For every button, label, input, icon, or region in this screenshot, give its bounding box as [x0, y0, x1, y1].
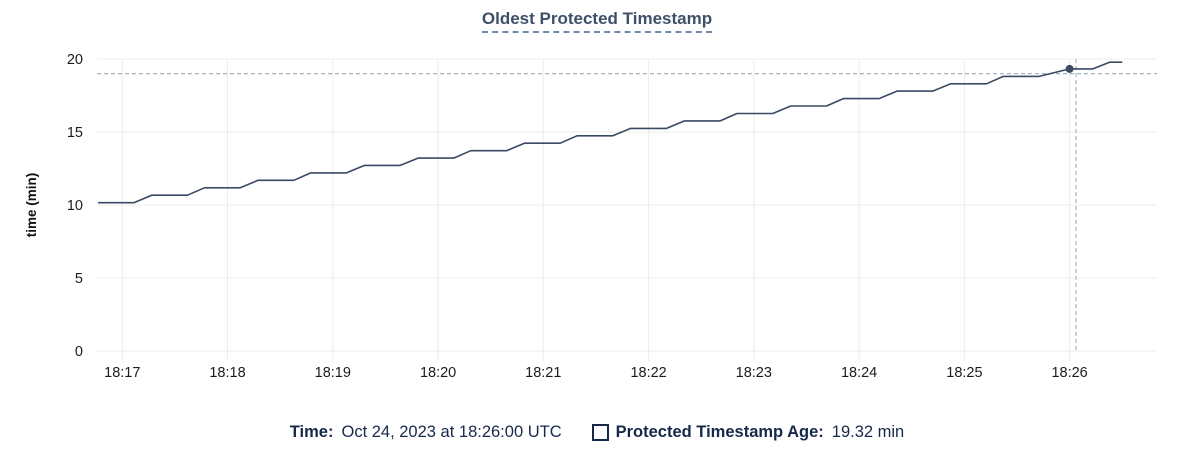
timeseries-chart: 18:17 18:18 18:19 18:20 18:21 18:22 18:23 18:24… — [24, 52, 1157, 381]
y-tick-label: 0 — [75, 344, 83, 360]
x-tick-label: 18:21 — [525, 365, 561, 381]
x-tick-label: 18:19 — [315, 365, 351, 381]
y-tick-label: 10 — [67, 198, 83, 214]
x-tick-label: 18:23 — [736, 365, 772, 381]
series-line — [98, 61, 1123, 204]
legend-item-protected-timestamp-age[interactable]: Protected Timestamp Age: 19.32 min — [591, 419, 905, 445]
gridlines — [97, 58, 1157, 361]
x-tick-label: 18:22 — [630, 365, 666, 381]
chart-header: Oldest Protected Timestamp — [0, 9, 1194, 33]
x-tick-label: 18:20 — [420, 365, 456, 381]
chart-title[interactable]: Oldest Protected Timestamp — [481, 9, 713, 33]
axis-labels: 18:17 18:18 18:19 18:20 18:21 18:22 18:23 18:24… — [24, 52, 1088, 381]
x-tick-label: 18:26 — [1051, 365, 1087, 381]
time-value: Oct 24, 2023 at 18:26:00 UTC — [341, 423, 562, 441]
x-tick-label: 18:18 — [209, 365, 245, 381]
y-axis-title: time (min) — [24, 173, 39, 238]
plot-hover-area[interactable] — [97, 59, 1157, 351]
series-value: 19.32 min — [831, 423, 905, 441]
y-tick-label: 20 — [67, 52, 83, 68]
x-tick-label: 18:17 — [104, 365, 140, 381]
y-tick-label: 15 — [67, 125, 83, 141]
time-label: Time: — [289, 423, 334, 441]
line-series — [98, 61, 1123, 204]
x-tick-label: 18:24 — [841, 365, 877, 381]
legend-swatch-icon — [591, 423, 609, 441]
tooltip-readout: Time: Oct 24, 2023 at 18:26:00 UTC Prote… — [0, 419, 1194, 445]
y-tick-label: 5 — [75, 271, 83, 287]
x-tick-label: 18:25 — [946, 365, 982, 381]
crosshair — [97, 59, 1157, 351]
series-label: Protected Timestamp Age: — [615, 423, 824, 441]
highlight-dot — [1065, 64, 1074, 73]
